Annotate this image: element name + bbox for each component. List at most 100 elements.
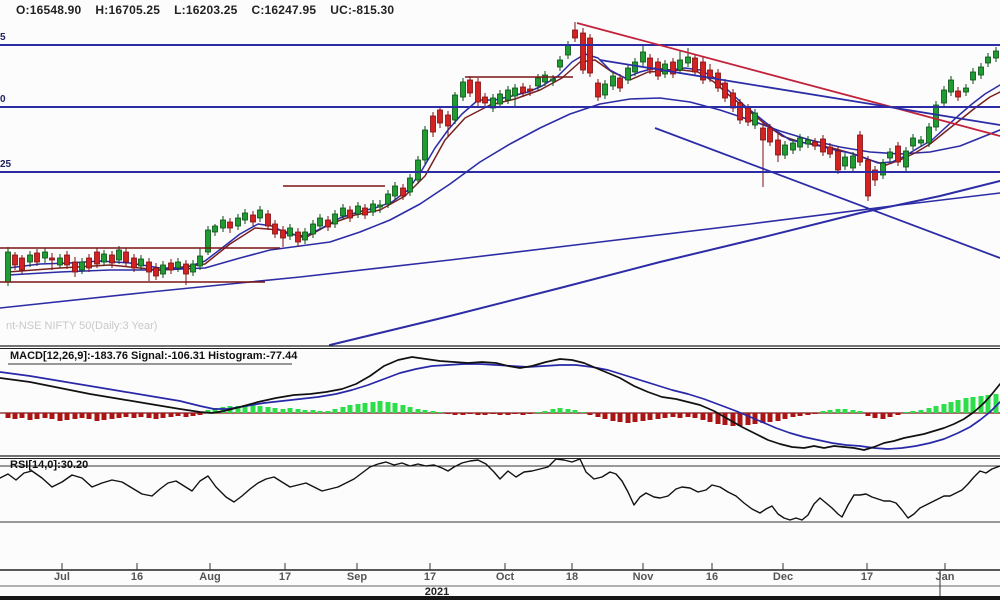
candle-up[interactable] <box>926 126 932 144</box>
candle-up[interactable] <box>625 67 631 81</box>
candle-down[interactable] <box>362 207 368 216</box>
candle-down[interactable] <box>445 114 451 127</box>
candle-up[interactable] <box>242 212 248 221</box>
candle-up[interactable] <box>370 203 376 213</box>
candle-up[interactable] <box>355 205 361 215</box>
candle-down[interactable] <box>183 263 189 275</box>
candle-up[interactable] <box>235 217 241 227</box>
candle-down[interactable] <box>587 37 593 74</box>
candle-up[interactable] <box>460 81 466 98</box>
candle-down[interactable] <box>109 254 115 264</box>
candle-down[interactable] <box>280 229 286 239</box>
candle-up[interactable] <box>542 74 548 83</box>
candle-up[interactable] <box>970 71 976 81</box>
candle-up[interactable] <box>535 77 541 87</box>
candle-up[interactable] <box>287 227 293 237</box>
candle-up[interactable] <box>392 185 398 197</box>
candle-up[interactable] <box>415 159 421 181</box>
candle-down[interactable] <box>482 96 488 104</box>
candle-down[interactable] <box>895 145 901 163</box>
candle-down[interactable] <box>265 213 271 227</box>
candle-up[interactable] <box>175 261 181 269</box>
candle-down[interactable] <box>49 257 55 261</box>
candle-up[interactable] <box>497 93 503 105</box>
candle-down[interactable] <box>400 187 406 197</box>
candle-up[interactable] <box>887 151 893 159</box>
candle-up[interactable] <box>842 156 848 167</box>
candle-down[interactable] <box>617 77 623 89</box>
candle-up[interactable] <box>190 263 196 273</box>
candle-down[interactable] <box>730 92 736 109</box>
candle-up[interactable] <box>79 261 85 271</box>
candle-up[interactable] <box>220 219 226 229</box>
candle-up[interactable] <box>340 207 346 217</box>
candle-up[interactable] <box>903 150 909 168</box>
candle-up[interactable] <box>850 155 856 169</box>
candle-down[interactable] <box>700 61 706 81</box>
candle-down[interactable] <box>64 254 70 266</box>
candle-down[interactable] <box>760 127 766 141</box>
candle-down[interactable] <box>19 257 25 271</box>
candle-down[interactable] <box>692 57 698 73</box>
candle-down[interactable] <box>437 109 443 124</box>
candle-down[interactable] <box>865 159 871 197</box>
candle-up[interactable] <box>985 56 991 64</box>
candle-up[interactable] <box>782 144 788 156</box>
candle-up[interactable] <box>385 193 391 205</box>
candle-up[interactable] <box>948 79 954 93</box>
candle-down[interactable] <box>955 90 961 98</box>
candle-down[interactable] <box>572 29 578 39</box>
candle-up[interactable] <box>407 177 413 193</box>
candle-down[interactable] <box>820 138 826 153</box>
candle-up[interactable] <box>602 83 608 96</box>
candle-up[interactable] <box>910 137 916 147</box>
candle-down[interactable] <box>250 214 256 223</box>
candle-up[interactable] <box>933 104 939 128</box>
candle-down[interactable] <box>857 134 863 163</box>
candle-up[interactable] <box>160 264 166 275</box>
candle-down[interactable] <box>580 32 586 71</box>
candle-down[interactable] <box>715 72 721 89</box>
candle-down[interactable] <box>347 209 353 219</box>
candle-up[interactable] <box>212 225 218 233</box>
candle-down[interactable] <box>872 169 878 181</box>
candle-up[interactable] <box>963 87 969 93</box>
candle-down[interactable] <box>775 139 781 156</box>
candle-up[interactable] <box>5 251 11 283</box>
candle-up[interactable] <box>752 112 758 126</box>
candle-up[interactable] <box>610 75 616 87</box>
macd-layer[interactable] <box>0 356 1000 451</box>
candle-up[interactable] <box>310 223 316 235</box>
candle-down[interactable] <box>86 257 92 269</box>
candle-up[interactable] <box>790 142 796 151</box>
candle-up[interactable] <box>317 217 323 227</box>
candle-up[interactable] <box>116 249 122 261</box>
candle-down[interactable] <box>94 251 100 265</box>
candle-down[interactable] <box>146 261 152 273</box>
candle-down[interactable] <box>153 267 159 277</box>
candle-up[interactable] <box>557 59 563 68</box>
candle-up[interactable] <box>677 59 683 71</box>
candle-down[interactable] <box>835 150 841 171</box>
candle-down[interactable] <box>272 223 278 235</box>
candle-down[interactable] <box>475 81 481 103</box>
candle-up[interactable] <box>662 63 668 75</box>
candle-up[interactable] <box>632 61 638 73</box>
candle-up[interactable] <box>42 251 48 259</box>
candle-down[interactable] <box>745 107 751 123</box>
candle-up[interactable] <box>978 66 984 76</box>
candle-down[interactable] <box>812 141 818 147</box>
candle-up[interactable] <box>377 204 383 208</box>
candle-down[interactable] <box>527 88 533 92</box>
candle-up[interactable] <box>138 258 144 267</box>
candle-up[interactable] <box>257 209 263 219</box>
candle-up[interactable] <box>57 257 63 266</box>
candle-down[interactable] <box>72 261 78 273</box>
candle-down[interactable] <box>767 127 773 143</box>
rsi-layer[interactable] <box>0 458 1000 523</box>
candle-down[interactable] <box>168 262 174 271</box>
candle-down[interactable] <box>722 82 728 99</box>
candle-up[interactable] <box>918 139 924 144</box>
candle-up[interactable] <box>512 87 518 97</box>
